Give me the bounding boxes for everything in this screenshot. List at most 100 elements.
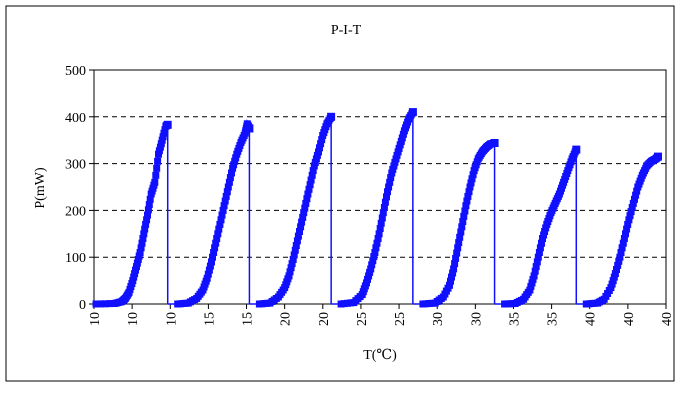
data-point	[453, 249, 461, 257]
data-point	[298, 218, 306, 226]
x-axis-ticks: 10 10 10 15 15 20 20 25 25 30 30 35 35 40 40 40	[88, 304, 675, 326]
data-point	[454, 244, 462, 252]
data-point	[222, 192, 230, 200]
data-point	[627, 208, 635, 216]
data-point	[371, 249, 379, 256]
y-tick-label: 100	[65, 251, 86, 266]
data-point	[308, 171, 316, 179]
data-point	[372, 244, 380, 252]
data-point	[618, 244, 626, 252]
series-layer	[92, 108, 662, 308]
data-point	[469, 171, 477, 179]
data-point	[306, 181, 314, 189]
chart-border	[5, 5, 675, 382]
y-tick-label: 0	[79, 298, 86, 313]
data-point	[216, 220, 224, 228]
data-point	[296, 228, 303, 235]
data-point	[214, 230, 222, 238]
data-point	[534, 253, 542, 261]
data-point	[218, 211, 226, 219]
data-point	[462, 202, 470, 210]
data-point	[141, 225, 149, 233]
data-point	[614, 261, 622, 269]
data-point	[367, 265, 375, 273]
data-point	[106, 300, 114, 308]
data-point	[142, 220, 150, 228]
data-point	[208, 258, 215, 266]
data-point	[616, 253, 624, 261]
data-point	[138, 239, 146, 247]
data-point	[377, 219, 385, 227]
data-point	[286, 268, 294, 276]
data-point	[144, 206, 152, 214]
data-point	[623, 225, 631, 233]
x-tick-label: 10	[126, 312, 141, 326]
data-point	[619, 239, 627, 247]
x-tick-label: 35	[546, 312, 561, 326]
data-point	[92, 300, 100, 308]
data-point	[376, 225, 384, 232]
data-point	[530, 272, 538, 280]
data-point	[293, 237, 301, 245]
x-tick-label: 40	[622, 312, 637, 326]
data-point	[139, 235, 147, 242]
data-point	[299, 213, 307, 221]
data-point	[101, 300, 109, 308]
data-point	[211, 244, 219, 252]
y-tick-label: 300	[65, 158, 86, 173]
data-point	[97, 300, 105, 308]
data-point	[455, 239, 463, 247]
data-point	[468, 175, 476, 183]
data-point	[226, 174, 234, 182]
data-point	[408, 108, 417, 117]
data-point	[631, 195, 638, 203]
data-point	[449, 269, 457, 277]
data-point	[633, 187, 641, 195]
data-point	[205, 266, 213, 274]
data-point	[398, 134, 406, 142]
x-tick-label: 10	[164, 312, 179, 326]
data-point	[221, 197, 229, 205]
data-point	[620, 235, 628, 242]
data-point	[369, 257, 377, 265]
data-point	[532, 263, 540, 271]
data-point	[378, 214, 386, 222]
data-point	[212, 239, 220, 247]
data-point	[294, 232, 302, 240]
data-point	[290, 251, 298, 259]
data-point	[628, 204, 636, 211]
data-point	[302, 199, 310, 207]
data-point	[292, 242, 300, 249]
data-point	[379, 209, 387, 217]
data-point	[309, 167, 317, 175]
data-point	[209, 253, 216, 261]
data-point	[383, 193, 390, 201]
data-point	[531, 267, 539, 275]
data-point	[624, 220, 632, 228]
data-point	[203, 274, 211, 282]
data-point	[373, 239, 381, 247]
data-point	[304, 190, 312, 198]
data-point	[307, 176, 315, 184]
data-point	[305, 185, 313, 193]
data-point	[219, 206, 227, 214]
data-point	[220, 202, 228, 210]
data-point	[137, 244, 145, 252]
data-point	[224, 183, 232, 191]
data-point	[387, 174, 395, 182]
data-point	[450, 265, 458, 273]
data-point	[490, 139, 499, 147]
data-point	[538, 239, 545, 247]
data-point	[629, 199, 637, 207]
x-tick-label: 25	[393, 312, 408, 326]
data-point	[452, 254, 460, 262]
data-point	[288, 260, 296, 268]
x-tick-label: 10	[88, 312, 103, 326]
data-point	[217, 216, 225, 224]
data-point	[143, 216, 151, 224]
data-point	[611, 270, 619, 278]
data-point	[140, 230, 148, 238]
data-point	[456, 233, 464, 241]
x-tick-label: 30	[431, 312, 446, 326]
